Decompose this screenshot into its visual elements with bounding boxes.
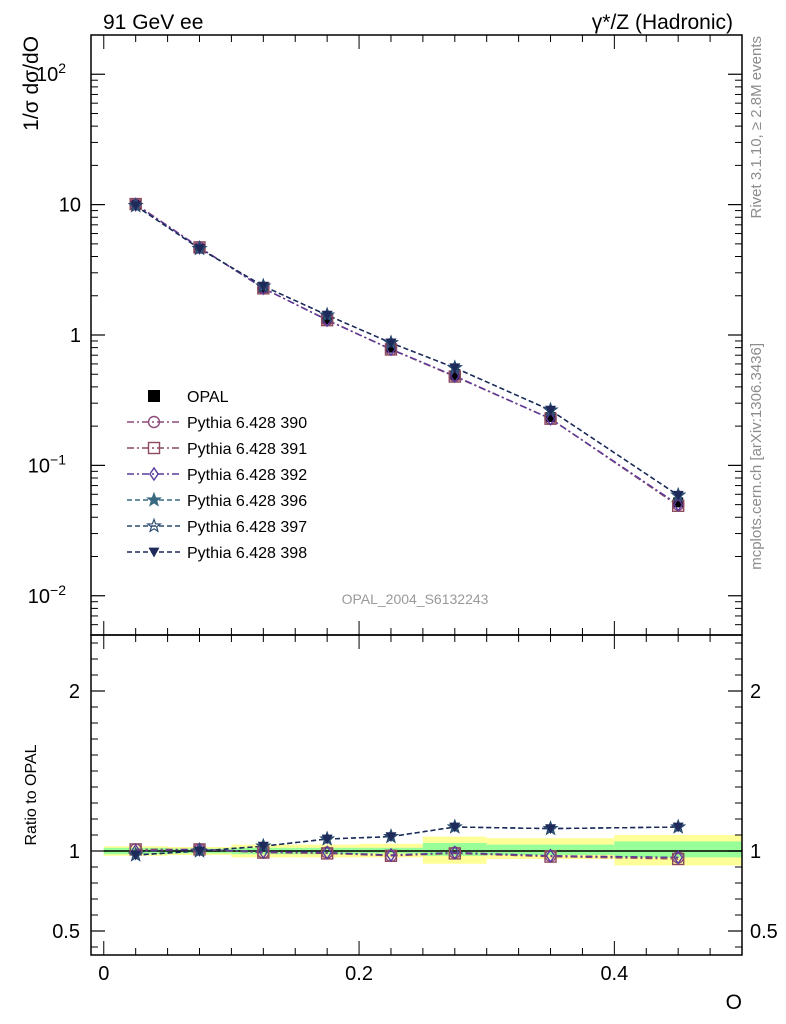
- ratio-point-6: [449, 822, 461, 833]
- legend-label-6: Pythia 6.428 398: [187, 545, 307, 562]
- ratio-frame: [90, 634, 743, 956]
- series-point-6: [194, 244, 205, 255]
- y-tick-label: 10−2: [28, 582, 66, 608]
- ratio-point-3: [449, 845, 460, 860]
- ratio-point-3: [385, 847, 396, 863]
- ratio-point-6: [321, 834, 333, 845]
- series-point-3: [673, 497, 684, 512]
- series-point-3: [449, 368, 460, 384]
- legend-label-3: Pythia 6.428 392: [187, 467, 307, 484]
- series-line-1: [135, 203, 679, 506]
- y-tick-label: 1: [70, 325, 81, 347]
- analysis-watermark: OPAL_2004_S6132243: [342, 591, 489, 607]
- ratio-point-6: [257, 841, 269, 852]
- series-point-6: [672, 490, 684, 501]
- y-tick-label: 102: [36, 60, 66, 86]
- ratio-point-6: [194, 846, 205, 857]
- ratio-point-6: [672, 822, 684, 833]
- legend-marker-4: [146, 491, 162, 507]
- legend-marker-1: [147, 415, 161, 429]
- rivet-label: Rivet 3.1.10, ≥ 2.8M events: [748, 36, 765, 219]
- legend-marker-6: [148, 547, 160, 558]
- ratio-y-tick-label-left: 1: [69, 841, 80, 863]
- legend-label-5: Pythia 6.428 397: [187, 519, 307, 536]
- y-tick-label: 10−1: [28, 451, 66, 477]
- series-point-6: [321, 310, 333, 321]
- main-panel: 10−2 10−1 1 10 102 1/σ dσ/dO: [20, 34, 743, 636]
- series-line-3: [135, 204, 679, 506]
- legend-label-2: Pythia 6.428 391: [187, 441, 307, 458]
- legend: OPAL Pythia 6.428 390 Pythia 6.428 391 Pyth…: [127, 389, 307, 562]
- ratio-y-tick-label-left: 0.5: [52, 921, 80, 943]
- y-tick-label: 10: [59, 195, 81, 217]
- ratio-y-tick-label-right: 2: [750, 681, 761, 703]
- series-point-6: [545, 405, 557, 416]
- series-point-6: [385, 338, 397, 349]
- series-point-6: [257, 281, 269, 292]
- legend-marker-5: [146, 517, 162, 533]
- legend-marker-3: [149, 466, 159, 482]
- ratio-y-tick-label-right: 0.5: [750, 921, 778, 943]
- series-line-2: [135, 203, 679, 507]
- header-right: γ*/Z (Hadronic): [592, 11, 733, 34]
- ratio-y-tick-label-left: 2: [69, 681, 80, 703]
- main-ylabel: 1/σ dσ/dO: [20, 36, 43, 131]
- ratio-point-3: [673, 850, 684, 865]
- ratio-point-6: [130, 850, 142, 861]
- x-tick-label: 0.4: [600, 963, 628, 985]
- ratio-point-3: [322, 845, 333, 860]
- header-left: 91 GeV ee: [103, 11, 203, 34]
- series-line-6: [135, 205, 679, 496]
- data-point-opal: [673, 497, 684, 508]
- ratio-y-tick-label-right: 1: [750, 841, 761, 863]
- x-tick-label: 0.2: [345, 963, 373, 985]
- legend-label-4: Pythia 6.428 396: [187, 493, 307, 510]
- series-point-6: [130, 201, 142, 212]
- legend-marker-2: [147, 441, 161, 455]
- x-tick-label: 0: [98, 963, 109, 985]
- mcplots-label: mcplots.cern.ch [arXiv:1306.3436]: [748, 343, 765, 570]
- ratio-panel: 0.5 0.5 1 1 2 2 0 0.2 0.4 Ratio to OPAL O: [23, 634, 778, 1014]
- legend-label-opal: OPAL: [187, 389, 229, 406]
- ratio-line-6: [135, 826, 679, 856]
- ratio-point-6: [545, 824, 557, 835]
- legend-marker-opal: [148, 390, 160, 402]
- x-axis-label: O: [726, 991, 742, 1014]
- ratio-point-3: [545, 848, 556, 864]
- data-point-opal: [449, 370, 460, 381]
- series-point-6: [449, 363, 461, 374]
- ratio-point-6: [385, 832, 397, 843]
- uncertainty-band-green: [614, 841, 742, 858]
- legend-label-1: Pythia 6.428 390: [187, 415, 307, 432]
- ratio-ylabel: Ratio to OPAL: [23, 744, 40, 845]
- data-point-opal: [545, 411, 556, 422]
- series-point-3: [545, 411, 556, 427]
